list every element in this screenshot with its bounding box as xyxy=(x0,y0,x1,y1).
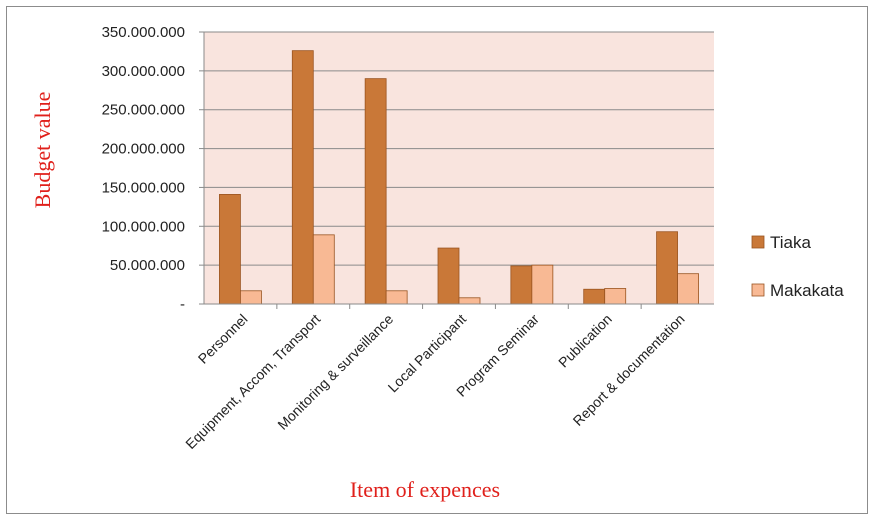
y-tick-label: 150.000.000 xyxy=(102,179,185,196)
y-tick-label: 300.000.000 xyxy=(102,63,185,80)
y-tick-label: - xyxy=(180,296,185,313)
bar-tiaka xyxy=(510,265,533,305)
legend-label-tiaka: Tiaka xyxy=(770,233,811,252)
legend-swatch-tiaka xyxy=(751,235,765,249)
bar-makakata xyxy=(458,297,481,305)
bar-tiaka xyxy=(364,78,387,305)
legend: Tiaka Makakata xyxy=(751,233,844,300)
y-tick-label: 100.000.000 xyxy=(102,218,185,235)
bar-makakata xyxy=(240,290,262,305)
bar-tiaka xyxy=(583,288,606,305)
bar-makakata xyxy=(385,290,408,305)
bar-tiaka xyxy=(219,194,241,305)
y-tick-label: 50.000.000 xyxy=(110,257,185,274)
bar-makakata xyxy=(531,264,554,305)
x-tick-label: Equipment, Accom, Transport xyxy=(182,311,323,452)
bar-tiaka xyxy=(291,50,314,305)
bar-makakata xyxy=(604,288,627,305)
x-tick-label: Local Participant xyxy=(385,311,470,396)
bar-makakata xyxy=(312,234,335,305)
x-axis-title: Item of expences xyxy=(350,477,500,502)
x-tick-label: Personnel xyxy=(195,311,251,367)
gridlines xyxy=(204,31,714,266)
y-axis-title: Budget value xyxy=(30,92,55,209)
bar-makakata xyxy=(677,273,699,305)
legend-label-makakata: Makakata xyxy=(770,281,844,300)
y-axis-ticks: - 50.000.000 100.000.000 150.000.000 200.000… xyxy=(102,24,204,313)
y-tick-label: 200.000.000 xyxy=(102,141,185,158)
bar-tiaka xyxy=(656,231,678,305)
bar-tiaka xyxy=(437,247,460,305)
y-tick-label: 250.000.000 xyxy=(102,102,185,119)
y-tick-label: 350.000.000 xyxy=(102,24,185,41)
legend-swatch-makakata xyxy=(751,283,765,297)
x-tick-label: Publication xyxy=(555,311,615,371)
bars xyxy=(219,50,699,305)
